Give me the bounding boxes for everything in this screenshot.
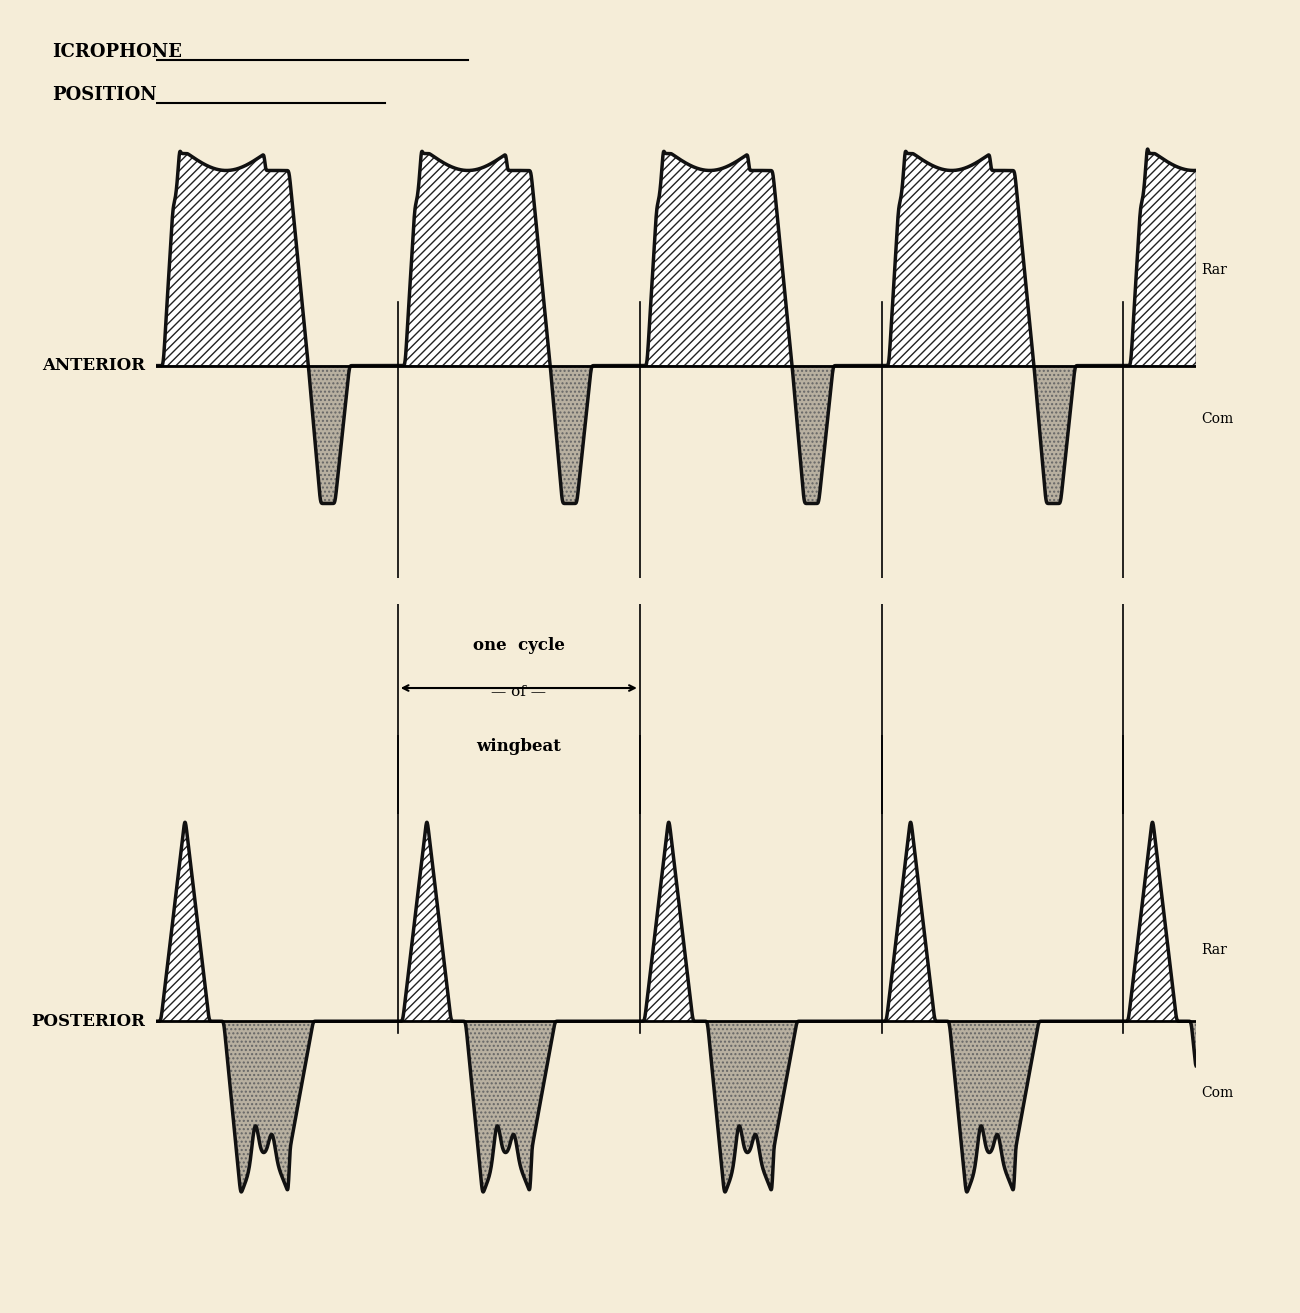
Text: ICROPHONE: ICROPHONE [52,43,182,62]
Text: Com: Com [1201,412,1234,425]
Text: Com: Com [1201,1086,1234,1100]
Text: one  cycle: one cycle [473,638,564,654]
Text: POSTERIOR: POSTERIOR [31,1012,146,1029]
Text: wingbeat: wingbeat [476,738,562,755]
Text: Rar: Rar [1201,263,1227,277]
Text: POSITION: POSITION [52,85,157,104]
Text: — of —: — of — [491,685,546,700]
Text: ANTERIOR: ANTERIOR [43,357,146,374]
Text: Rar: Rar [1201,943,1227,957]
